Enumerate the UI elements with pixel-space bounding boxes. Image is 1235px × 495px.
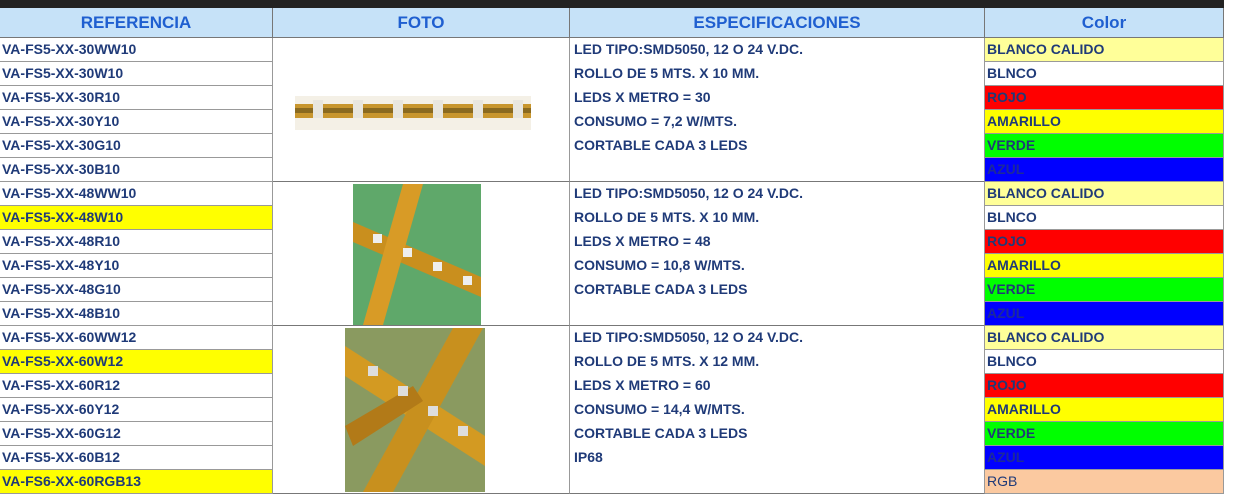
spec-line: CONSUMO = 10,8 W/MTS. xyxy=(574,257,745,273)
reference-cell: VA-FS5-XX-60Y12 xyxy=(0,398,273,422)
spec-line: CONSUMO = 7,2 W/MTS. xyxy=(574,113,737,129)
color-cell: BLNCO xyxy=(985,350,1224,374)
photo xyxy=(295,96,531,130)
color-cell: VERDE xyxy=(985,278,1224,302)
reference-cell: VA-FS5-XX-30R10 xyxy=(0,86,273,110)
header-cell: ESPECIFICACIONES xyxy=(570,8,985,38)
photo xyxy=(345,328,485,492)
color-cell: AZUL xyxy=(985,158,1224,182)
spec-cell xyxy=(570,182,985,326)
color-cell: BLNCO xyxy=(985,206,1224,230)
reference-cell: VA-FS5-XX-30G10 xyxy=(0,134,273,158)
header-cell: Color xyxy=(985,8,1224,38)
reference-cell: VA-FS5-XX-60WW12 xyxy=(0,326,273,350)
reference-cell: VA-FS5-XX-60W12 xyxy=(0,350,273,374)
color-cell: AZUL xyxy=(985,302,1224,326)
color-cell: BLNCO xyxy=(985,62,1224,86)
photo-cell xyxy=(273,182,570,326)
spec-line: ROLLO DE 5 MTS. X 10 MM. xyxy=(574,209,760,225)
spec-line: ROLLO DE 5 MTS. X 12 MM. xyxy=(574,353,760,369)
reference-cell: VA-FS5-XX-48W10 xyxy=(0,206,273,230)
spec-line: CORTABLE CADA 3 LEDS xyxy=(574,137,748,153)
reference-cell: VA-FS5-XX-60G12 xyxy=(0,422,273,446)
reference-cell: VA-FS6-XX-60RGB13 xyxy=(0,470,273,494)
color-cell: AMARILLO xyxy=(985,398,1224,422)
reference-cell: VA-FS5-XX-48WW10 xyxy=(0,182,273,206)
header-cell: FOTO xyxy=(273,8,570,38)
color-cell: VERDE xyxy=(985,134,1224,158)
color-cell: VERDE xyxy=(985,422,1224,446)
reference-cell: VA-FS5-XX-48Y10 xyxy=(0,254,273,278)
spec-line: IP68 xyxy=(574,449,603,465)
photo xyxy=(353,184,481,325)
spec-line: LED TIPO:SMD5050, 12 O 24 V.DC. xyxy=(574,41,804,57)
color-cell: ROJO xyxy=(985,374,1224,398)
spec-line: LEDS X METRO = 30 xyxy=(574,89,711,105)
reference-cell: VA-FS5-XX-60B12 xyxy=(0,446,273,470)
header-cell: REFERENCIA xyxy=(0,8,273,38)
color-cell: RGB xyxy=(985,470,1224,494)
color-cell: BLANCO CALIDO xyxy=(985,182,1224,206)
spec-line: LED TIPO:SMD5050, 12 O 24 V.DC. xyxy=(574,329,804,345)
color-cell: ROJO xyxy=(985,86,1224,110)
color-cell: ROJO xyxy=(985,230,1224,254)
color-cell: AMARILLO xyxy=(985,110,1224,134)
color-cell: BLANCO CALIDO xyxy=(985,326,1224,350)
color-cell: AZUL xyxy=(985,446,1224,470)
photo-cell xyxy=(273,38,570,182)
reference-cell: VA-FS5-XX-60R12 xyxy=(0,374,273,398)
spec-line: LEDS X METRO = 60 xyxy=(574,377,711,393)
spec-line: LEDS X METRO = 48 xyxy=(574,233,711,249)
spec-line: CORTABLE CADA 3 LEDS xyxy=(574,281,748,297)
reference-cell: VA-FS5-XX-30W10 xyxy=(0,62,273,86)
spec-line: LED TIPO:SMD5050, 12 O 24 V.DC. xyxy=(574,185,804,201)
color-cell: BLANCO CALIDO xyxy=(985,38,1224,62)
reference-cell: VA-FS5-XX-48G10 xyxy=(0,278,273,302)
reference-cell: VA-FS5-XX-30B10 xyxy=(0,158,273,182)
reference-cell: VA-FS5-XX-30Y10 xyxy=(0,110,273,134)
reference-cell: VA-FS5-XX-30WW10 xyxy=(0,38,273,62)
photo-cell xyxy=(273,326,570,494)
spec-cell xyxy=(570,38,985,182)
spec-line: CORTABLE CADA 3 LEDS xyxy=(574,425,748,441)
spec-line: CONSUMO = 14,4 W/MTS. xyxy=(574,401,745,417)
color-cell: AMARILLO xyxy=(985,254,1224,278)
top-bar xyxy=(0,0,1224,8)
spec-line: ROLLO DE 5 MTS. X 10 MM. xyxy=(574,65,760,81)
spec-cell xyxy=(570,326,985,494)
reference-cell: VA-FS5-XX-48B10 xyxy=(0,302,273,326)
reference-cell: VA-FS5-XX-48R10 xyxy=(0,230,273,254)
